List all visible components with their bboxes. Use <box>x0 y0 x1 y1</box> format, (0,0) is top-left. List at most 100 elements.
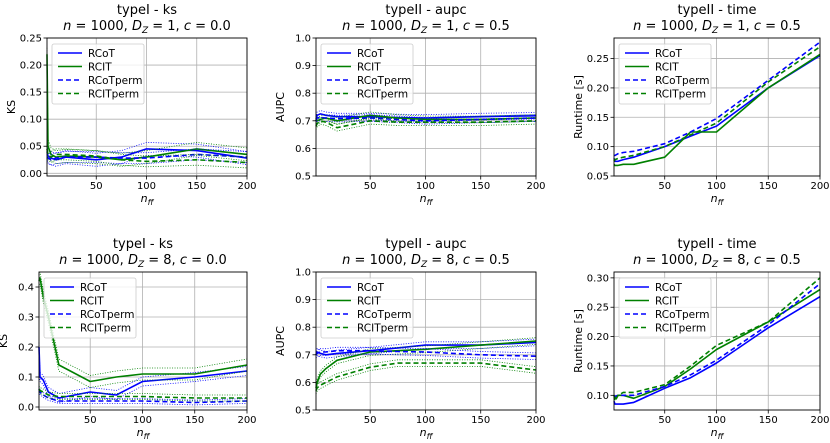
legend-label-rcitperm: RCITperm <box>357 323 408 335</box>
y-axis-label: Runtime [s] <box>572 309 585 373</box>
chart-title: typeII - aupc <box>385 3 466 18</box>
confidence-band-rcotperm-upper <box>315 346 537 354</box>
series-line-rcitperm <box>613 277 821 403</box>
x-tick-label: 200 <box>810 181 829 192</box>
y-tick-label: 0.3 <box>18 313 34 324</box>
plot-frame <box>46 37 248 177</box>
confidence-band-rcit-upper <box>46 47 248 154</box>
y-tick-label: 0.00 <box>20 169 42 180</box>
series-line-rcit <box>315 340 537 389</box>
x-tick-label: 50 <box>364 181 377 192</box>
y-tick-label: 0.30 <box>587 273 609 284</box>
chart-title: typeII - time <box>677 237 756 252</box>
legend-label-rcit: RCIT <box>80 296 104 308</box>
y-tick-label: 0.15 <box>587 113 609 124</box>
x-tick-label: 150 <box>185 415 204 426</box>
plot-frame <box>315 37 537 177</box>
confidence-band-rcitperm-upper <box>46 143 248 158</box>
y-axis-label: AUPC <box>274 326 287 356</box>
confidence-band-rcitperm-upper <box>38 385 247 396</box>
legend-label-rcot: RCoT <box>80 282 108 294</box>
x-axis-label: nff <box>137 426 151 441</box>
y-tick-label: 0.25 <box>587 303 609 314</box>
legend-box <box>43 277 137 339</box>
legend-label-rcotperm: RCoTperm <box>655 309 709 321</box>
chart-panel-1: 50 100 150 200 0.00 0.05 0.10 0.15 0.20 0.25 nff KS… <box>5 3 257 207</box>
confidence-band-rcitperm-lower <box>315 365 537 395</box>
y-tick-label: 0.5 <box>295 406 311 417</box>
y-tick-label: 0.05 <box>587 172 609 183</box>
x-axis-label: nff <box>420 192 434 207</box>
chart-subtitle: n = 1000, DZ = 1, c = 0.5 <box>633 19 801 36</box>
chart-title: typeI - ks <box>117 3 177 18</box>
legend-box <box>51 43 145 105</box>
legend-box <box>618 277 712 339</box>
legend-label-rcotperm: RCoTperm <box>80 309 134 321</box>
x-tick-label: 100 <box>416 415 435 426</box>
confidence-band-rcot-upper <box>46 141 248 154</box>
series-line-rcot <box>315 113 537 121</box>
y-axis-label: AUPC <box>274 92 287 122</box>
x-tick-label: 200 <box>526 415 545 426</box>
y-axis-label: Runtime [s] <box>572 75 585 139</box>
y-tick-label: 0.9 <box>295 295 311 306</box>
x-tick-label: 50 <box>658 415 671 426</box>
chart-title: typeII - time <box>677 3 756 18</box>
x-tick-label: 150 <box>187 181 206 192</box>
series-line-rcotperm <box>614 41 821 157</box>
legend-label-rcotperm: RCoTperm <box>357 309 411 321</box>
x-tick-label: 100 <box>707 181 726 192</box>
confidence-band-rcitperm-lower <box>315 123 537 132</box>
y-tick-label: 0.2 <box>18 343 34 354</box>
series-line-rcotperm <box>613 283 821 398</box>
y-tick-label: 0.10 <box>20 115 42 126</box>
y-tick-label: 0.20 <box>20 61 42 72</box>
legend-label-rcotperm: RCoTperm <box>357 75 411 87</box>
legend-label-rcitperm: RCITperm <box>80 323 131 335</box>
series-line-rcotperm <box>315 116 537 122</box>
y-axis-label: KS <box>5 100 18 114</box>
plot-frame <box>613 271 821 411</box>
plot-frame <box>38 271 248 411</box>
confidence-band-rcotperm-lower <box>315 353 537 360</box>
x-tick-label: 150 <box>759 415 778 426</box>
confidence-band-rcot-lower <box>46 154 248 167</box>
legend-box <box>618 43 712 105</box>
chart-subtitle: n = 1000, DZ = 8, c = 0.5 <box>633 253 801 270</box>
chart-subtitle: n = 1000, DZ = 8, c = 0.0 <box>59 253 227 270</box>
series-line-rcit <box>38 277 248 383</box>
chart-panel-5: 50 100 150 200 0.5 0.6 0.7 0.8 0.9 1.0 nff AUPC type… <box>274 237 546 441</box>
legend-label-rcotperm: RCoTperm <box>88 75 142 87</box>
y-tick-label: 0.20 <box>587 332 609 343</box>
series-line-rcitperm <box>46 148 248 164</box>
confidence-band-rcitperm-lower <box>46 154 248 169</box>
confidence-band-rcit-lower <box>315 118 537 125</box>
legend-label-rcitperm: RCITperm <box>357 89 408 101</box>
chart-title: typeI - ks <box>113 237 173 252</box>
y-tick-label: 0.6 <box>295 378 311 389</box>
confidence-band-rcotperm-lower <box>38 391 248 406</box>
series-line-rcot <box>38 346 248 399</box>
y-tick-label: 0.8 <box>295 323 311 334</box>
x-tick-label: 200 <box>237 415 256 426</box>
legend-label-rcot: RCoT <box>655 48 683 60</box>
confidence-band-rcot-upper <box>315 110 537 118</box>
x-tick-label: 200 <box>237 181 256 192</box>
confidence-band-rcit-lower <box>315 343 537 392</box>
series-line-rcot <box>613 296 821 405</box>
series-line-rcitperm <box>315 120 537 129</box>
confidence-band-rcotperm-lower <box>46 159 248 166</box>
series-line-rcotperm <box>46 153 248 161</box>
legend-label-rcit: RCIT <box>655 296 679 308</box>
legend-label-rcot: RCoT <box>88 48 116 60</box>
y-tick-label: 0.15 <box>20 88 42 99</box>
x-axis-label: nff <box>141 192 155 207</box>
chart-panel-2: 50 100 150 200 0.5 0.6 0.7 0.8 0.9 1.0 nff AUPC type… <box>274 3 546 207</box>
legend-box <box>320 277 414 339</box>
plot-frame <box>613 37 821 177</box>
series-line-rcitperm <box>613 46 821 162</box>
y-tick-label: 0.10 <box>587 142 609 153</box>
chart-panel-3: 50 100 150 200 0.05 0.10 0.15 0.20 0.25 nff Runtim… <box>572 3 830 207</box>
